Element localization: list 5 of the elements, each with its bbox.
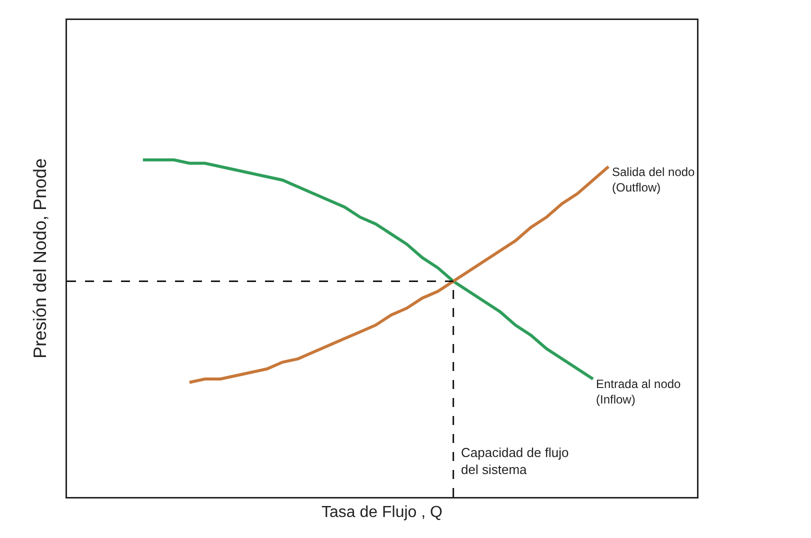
series-label: Entrada al nodo (Inflow) bbox=[596, 377, 682, 407]
annotation: Capacidad de flujo del sistema bbox=[461, 445, 569, 477]
y-axis-title: Presión del Nodo, Pnode bbox=[30, 158, 50, 359]
series-label: Salida del nodo (Outflow) bbox=[612, 165, 696, 195]
x-axis-title: Tasa de Flujo , Q bbox=[322, 504, 442, 521]
